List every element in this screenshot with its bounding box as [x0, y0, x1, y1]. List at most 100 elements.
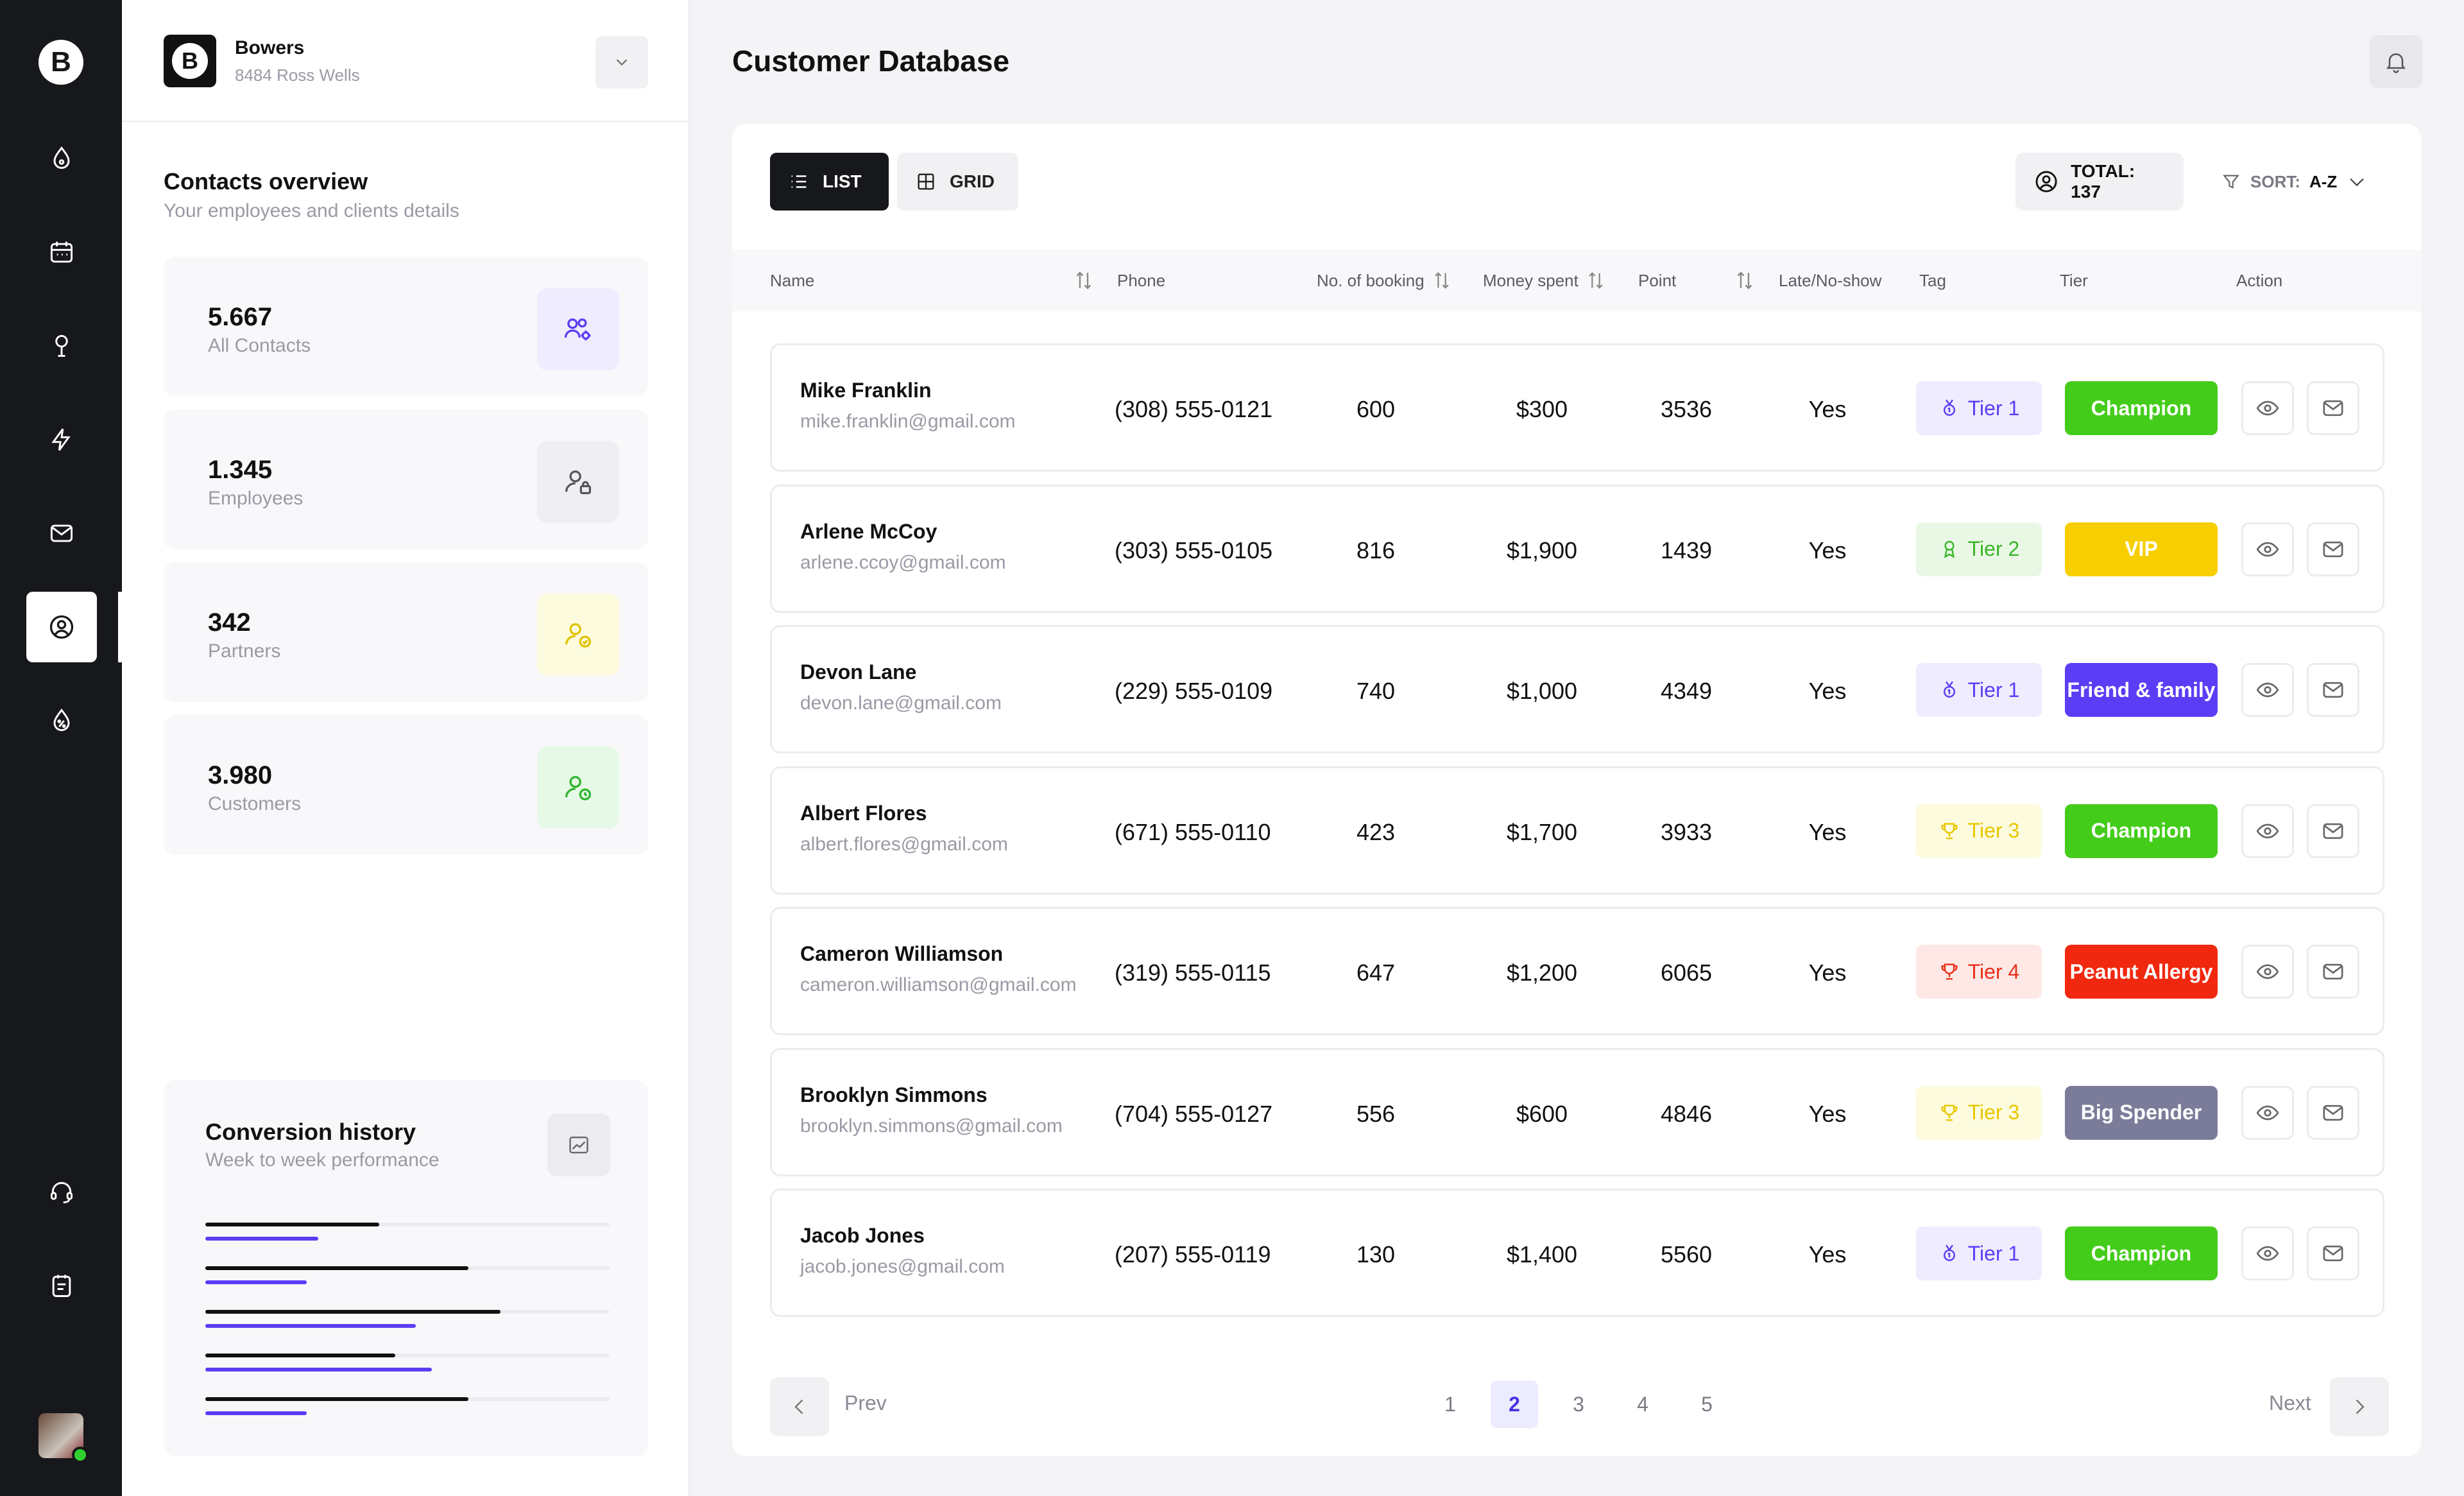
stat-card-partners[interactable]: 342 Partners: [164, 562, 648, 702]
view-button[interactable]: [2241, 1085, 2294, 1140]
tag-label: Tier 3: [1967, 819, 2020, 842]
nav-discount[interactable]: [26, 685, 97, 756]
customer-point: 3933: [1660, 818, 1713, 845]
tier-badge: Big Spender: [2065, 1085, 2218, 1140]
sort-arrows-icon[interactable]: [1733, 269, 1756, 292]
nav-support[interactable]: [26, 1156, 97, 1227]
stat-card-employees[interactable]: 1.345 Employees: [164, 409, 648, 549]
user-avatar[interactable]: [38, 1413, 89, 1463]
customer-phone: (303) 555-0105: [1115, 537, 1273, 563]
email-button[interactable]: [2307, 522, 2359, 576]
medal-icon: [1943, 681, 1955, 698]
mail-icon: [2323, 963, 2343, 980]
email-button[interactable]: [2307, 663, 2359, 717]
nav-calendar[interactable]: [26, 217, 97, 288]
nav-lightning[interactable]: [26, 404, 97, 475]
email-button[interactable]: [2307, 945, 2359, 999]
user-lock-icon: [565, 470, 592, 494]
customer-email: jacob.jones@gmail.com: [800, 1256, 1005, 1277]
header-name-label: Name: [770, 270, 815, 290]
grid-view-label: GRID: [950, 171, 995, 191]
email-button[interactable]: [2307, 1226, 2359, 1280]
customer-email: brooklyn.simmons@gmail.com: [800, 1115, 1063, 1137]
conversion-bar-previous: [205, 1411, 307, 1415]
stat-icon-box: [537, 594, 619, 676]
nav-tasks[interactable]: [26, 1250, 97, 1321]
table-row[interactable]: Brooklyn Simmons brooklyn.simmons@gmail.c…: [770, 1047, 2384, 1176]
customer-late: Yes: [1808, 396, 1847, 422]
next-page-label[interactable]: Next: [2269, 1391, 2311, 1414]
customer-phone: (704) 555-0127: [1115, 1100, 1273, 1127]
conversion-history-card: Conversion history Week to week performa…: [164, 1080, 648, 1456]
page-number-1[interactable]: 1: [1444, 1392, 1456, 1416]
conversion-bar-row: [205, 1266, 610, 1285]
header-bookings[interactable]: No. of booking: [1317, 250, 1453, 311]
header-name[interactable]: Name: [770, 250, 814, 311]
page-number-3[interactable]: 3: [1573, 1392, 1584, 1416]
nav-mail[interactable]: [26, 498, 97, 569]
prev-page-button[interactable]: [770, 1377, 829, 1436]
view-button[interactable]: [2241, 381, 2294, 435]
view-button[interactable]: [2241, 663, 2294, 717]
page-number-4[interactable]: 4: [1637, 1392, 1648, 1416]
tier-badge: Champion: [2065, 381, 2218, 435]
header-bookings-label: No. of booking: [1317, 270, 1425, 290]
eye-icon: [2256, 682, 2279, 698]
view-button[interactable]: [2241, 804, 2294, 858]
notifications-button[interactable]: [2370, 35, 2422, 88]
sort-arrows-icon[interactable]: [1072, 269, 1095, 292]
conversion-chart-button[interactable]: [547, 1113, 610, 1176]
customer-late: Yes: [1808, 959, 1847, 986]
table-row[interactable]: Devon Lane devon.lane@gmail.com (229) 555-…: [770, 625, 2384, 753]
email-button[interactable]: [2307, 381, 2359, 435]
tag-badge: Tier 4: [1916, 945, 2042, 999]
view-button[interactable]: [2241, 522, 2294, 576]
medal-icon: [1943, 1244, 1955, 1261]
grid-icon: [918, 173, 934, 190]
customer-name: Cameron Williamson: [800, 942, 1004, 965]
customer-phone: (229) 555-0109: [1115, 678, 1273, 704]
tag-label: Tier 1: [1967, 1241, 2020, 1265]
stat-card-customers[interactable]: 3.980 Customers: [164, 715, 648, 855]
chevron-down-icon: [2350, 178, 2365, 187]
customer-bookings: 600: [1356, 396, 1396, 422]
conversion-track: [205, 1223, 610, 1226]
customer-money: $300: [1516, 396, 1568, 422]
company-dropdown-button[interactable]: [595, 36, 648, 89]
stat-icon-box: [537, 441, 619, 523]
customer-point: 6065: [1660, 959, 1713, 986]
chevron-down-icon: [616, 59, 628, 66]
sort-arrows-icon: [1434, 272, 1449, 289]
nav-location[interactable]: [26, 311, 97, 381]
nav-drop[interactable]: [26, 123, 97, 194]
table-row[interactable]: Cameron Williamson cameron.williamson@gma…: [770, 907, 2384, 1035]
user-circle-icon: [49, 615, 74, 639]
table-row[interactable]: Mike Franklin mike.franklin@gmail.com (308…: [770, 343, 2384, 472]
list-view-button[interactable]: LIST: [770, 153, 889, 211]
customer-phone: (319) 555-0115: [1115, 959, 1271, 986]
view-button[interactable]: [2241, 945, 2294, 999]
table-row[interactable]: Arlene McCoy arlene.ccoy@gmail.com (303) 5…: [770, 484, 2384, 613]
page-number-2[interactable]: 2: [1491, 1380, 1538, 1428]
eye-icon: [2256, 542, 2279, 556]
next-page-button[interactable]: [2330, 1377, 2389, 1436]
table-row[interactable]: Jacob Jones jacob.jones@gmail.com (207) 55…: [770, 1189, 2384, 1317]
header-money[interactable]: Money spent: [1483, 250, 1607, 311]
conversion-bar-current: [205, 1354, 396, 1357]
page-number-5[interactable]: 5: [1701, 1392, 1713, 1416]
view-button[interactable]: [2241, 1226, 2294, 1280]
medal-icon: [1943, 399, 1955, 416]
sort-dropdown[interactable]: SORT: A-Z: [2221, 168, 2368, 196]
nav-contacts[interactable]: [26, 592, 97, 662]
email-button[interactable]: [2307, 804, 2359, 858]
grid-view-button[interactable]: GRID: [897, 153, 1018, 211]
customer-name: Mike Franklin: [800, 379, 932, 402]
chart-icon: [569, 1136, 588, 1154]
stat-card-all-contacts[interactable]: 5.667 All Contacts: [164, 257, 648, 397]
prev-page-label[interactable]: Prev: [844, 1391, 887, 1414]
user-check-icon: [565, 623, 592, 648]
table-row[interactable]: Albert Flores albert.flores@gmail.com (671…: [770, 766, 2384, 895]
app-logo[interactable]: B: [38, 40, 83, 85]
email-button[interactable]: [2307, 1085, 2359, 1140]
stat-icon-box: [537, 746, 619, 829]
